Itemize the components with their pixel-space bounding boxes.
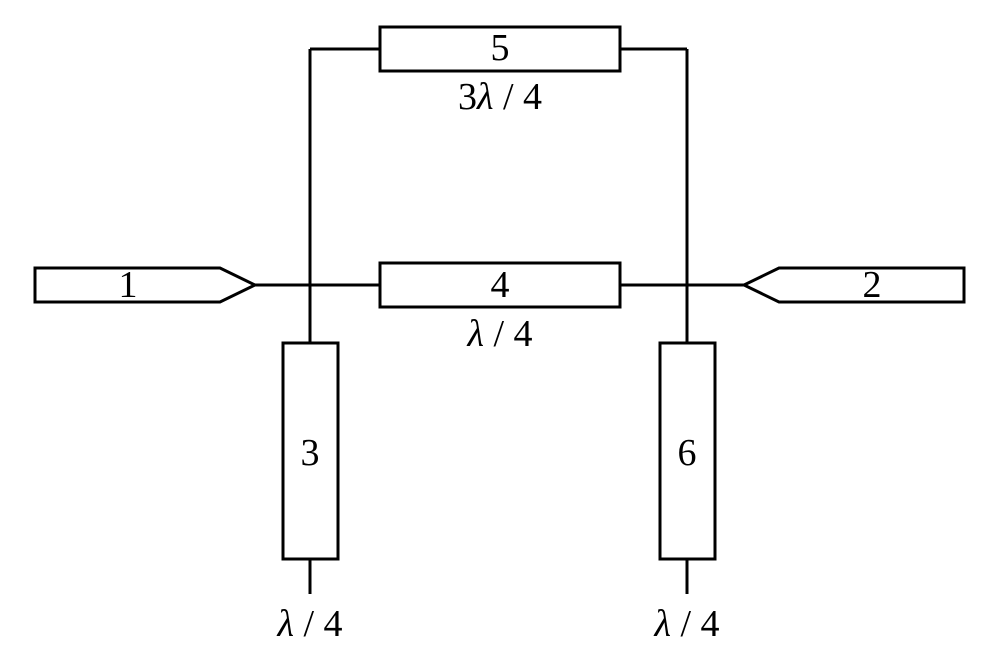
block-b5: 5 3λ / 4 — [380, 27, 620, 118]
block-label-b3: 3 — [301, 432, 320, 474]
block-label-b1: 1 — [119, 264, 138, 306]
block-label-b5: 5 — [491, 27, 510, 69]
block-caption-b4: λ / 4 — [466, 313, 532, 355]
block-b3: 3 λ / 4 — [276, 343, 342, 645]
block-b2: 2 — [744, 264, 964, 306]
block-label-b2: 2 — [863, 264, 882, 306]
block-caption-b6: λ / 4 — [653, 603, 719, 645]
block-b4: 4 λ / 4 — [380, 263, 620, 355]
block-b6: 6 λ / 4 — [653, 343, 719, 645]
block-label-b6: 6 — [678, 432, 697, 474]
schematic-diagram: 123λ / 44λ / 453λ / 46λ / 4 — [0, 0, 1000, 658]
block-caption-b3: λ / 4 — [276, 603, 342, 645]
block-b1: 1 — [35, 264, 255, 306]
block-label-b4: 4 — [491, 264, 510, 306]
block-caption-b5: 3λ / 4 — [458, 76, 542, 118]
